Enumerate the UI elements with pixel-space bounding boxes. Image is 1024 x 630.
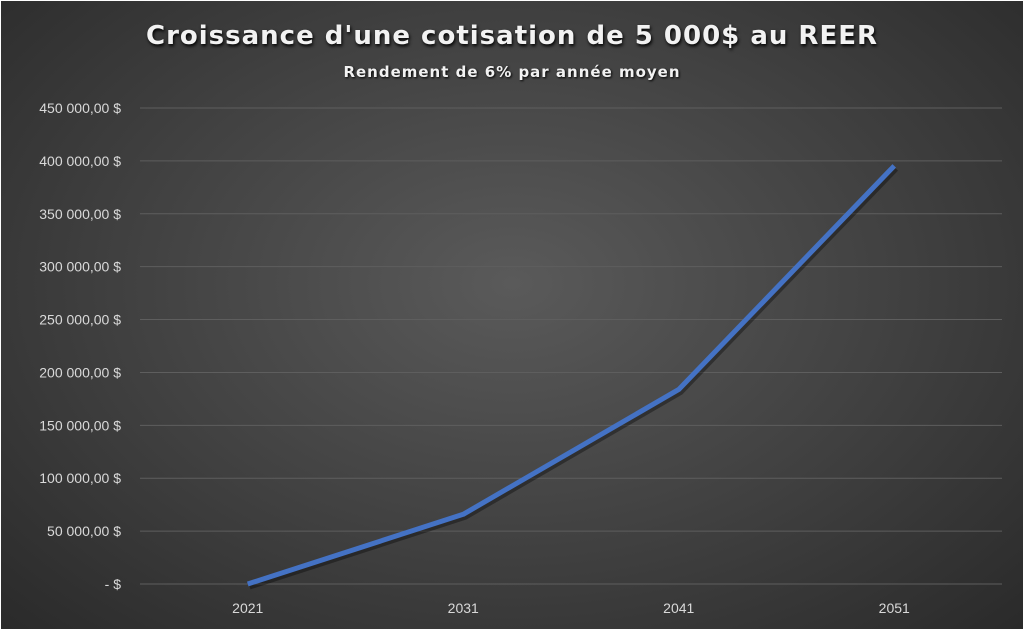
y-tick-label: 150 000,00 $ (39, 417, 121, 433)
chart-title: Croissance d'une cotisation de 5 000$ au… (146, 21, 878, 51)
x-tick-label: 2041 (663, 600, 694, 616)
x-tick-label: 2051 (879, 600, 910, 616)
chart-subtitle: Rendement de 6% par année moyen (343, 63, 681, 81)
y-tick-label: 100 000,00 $ (39, 470, 121, 486)
series-line (246, 164, 897, 587)
y-tick-label: 200 000,00 $ (39, 364, 121, 380)
x-tick-label: 2031 (448, 600, 479, 616)
y-tick-label: 50 000,00 $ (47, 523, 121, 539)
series-line-shadow (248, 167, 899, 590)
y-tick-label: 250 000,00 $ (39, 312, 121, 328)
x-tick-label: 2021 (232, 600, 263, 616)
y-tick-label: - $ (105, 576, 122, 592)
y-tick-label: 400 000,00 $ (39, 153, 121, 169)
y-tick-label: 300 000,00 $ (39, 259, 121, 275)
y-tick-label: 350 000,00 $ (39, 206, 121, 222)
y-tick-label: 450 000,00 $ (39, 100, 121, 116)
